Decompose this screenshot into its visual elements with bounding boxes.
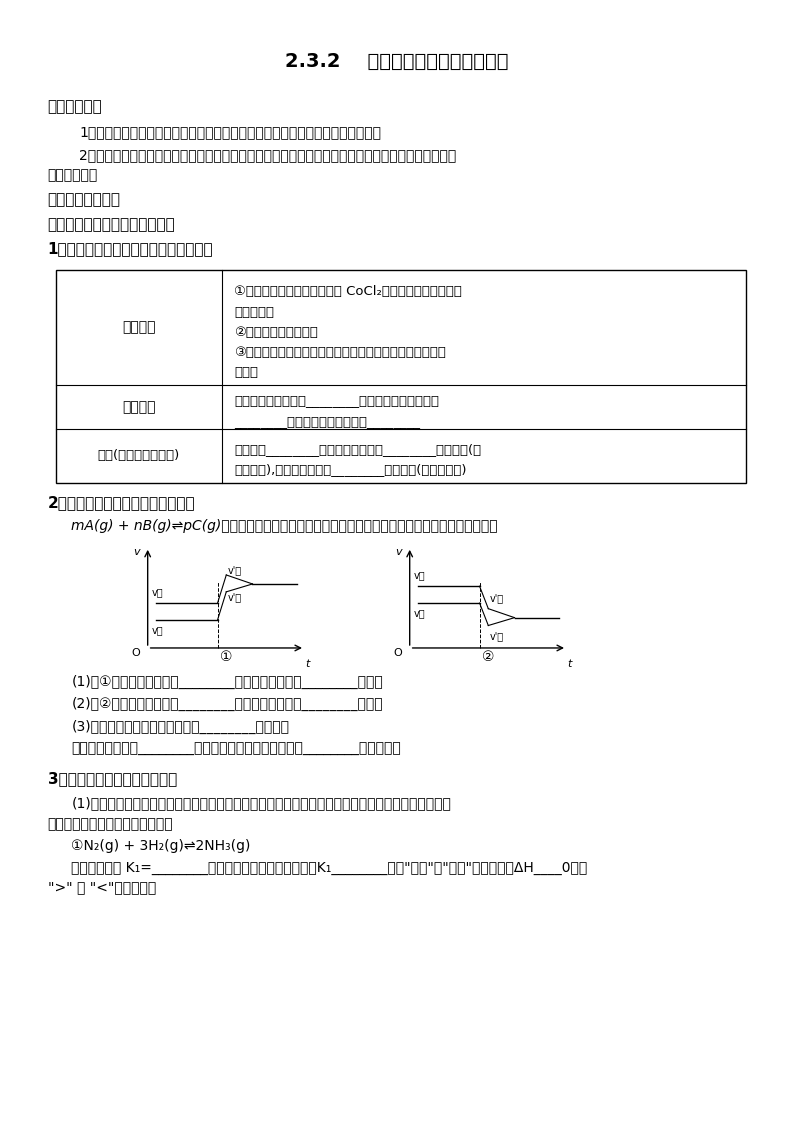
Text: ">" 或 "<"，下同）。: ">" 或 "<"，下同）。 [48, 880, 156, 894]
Text: 室温下: 室温下 [234, 366, 258, 380]
Text: ________，冰水中试管内液体呈________: ________，冰水中试管内液体呈________ [234, 414, 420, 428]
Text: 产中的应用。: 产中的应用。 [48, 168, 98, 182]
Text: mA(g) + nB(g)⇌pC(g)，当反应达平衡后，若温度改变，其反应速率的变化曲线分别如下图所示：: mA(g) + nB(g)⇌pC(g)，当反应达平衡后，若温度改变，其反应速率的… [71, 519, 498, 532]
Text: 1．通过温度对可逆反应速率的影响，理解并掌握温度影响化学平衡移动的规律。: 1．通过温度对可逆反应速率的影响，理解并掌握温度影响化学平衡移动的规律。 [79, 126, 381, 139]
Text: ①: ① [220, 650, 233, 664]
Text: (3)正反应是放热反应，逆反应是________热反应。: (3)正反应是放热反应，逆反应是________热反应。 [71, 720, 290, 733]
Text: (1)改变温度可以使化学平衡发生移动，化学平衡常数也会发生改变，通过分析以下两个反应，总结出: (1)改变温度可以使化学平衡发生移动，化学平衡常数也会发生改变，通过分析以下两个… [71, 796, 451, 810]
Text: v'逆: v'逆 [228, 592, 242, 602]
Text: 室温下试管内液体呈________；热水中试管内液体呈: 室温下试管内液体呈________；热水中试管内液体呈 [234, 394, 439, 408]
Text: ②加水至溶液呈紫色；: ②加水至溶液呈紫色； [234, 326, 318, 339]
Text: O: O [393, 648, 402, 658]
Text: 室温平衡________，温度升高平衡向________方向移动(即: 室温平衡________，温度升高平衡向________方向移动(即 [234, 442, 481, 456]
Text: v: v [395, 547, 402, 557]
Text: 【学习目标】: 【学习目标】 [48, 99, 102, 115]
Text: 温度对化学平衡常数的影响规律。: 温度对化学平衡常数的影响规律。 [48, 818, 173, 831]
Bar [56, 270, 746, 483]
Text: v'正: v'正 [228, 565, 242, 575]
Text: 结论(平衡移动的方向): 结论(平衡移动的方向) [98, 449, 180, 463]
Text: 【基础知识梳理】: 【基础知识梳理】 [48, 192, 121, 208]
Text: (1)图①表示的温度变化是________，平衡移动方向是________方向。: (1)图①表示的温度变化是________，平衡移动方向是________方向。 [71, 675, 384, 688]
Text: 2.3.2    温度变化对化学平衡的影响: 2.3.2 温度变化对化学平衡的影响 [285, 53, 509, 71]
Text: 化学平衡常数 K₁=________，升温化学平衡向逆向移动，K₁________（填"增大"或"减小"，下同），ΔH____0（填: 化学平衡常数 K₁=________，升温化学平衡向逆向移动，K₁_______… [71, 861, 588, 875]
Text: O: O [131, 648, 140, 658]
Text: ①N₂(g) + 3H₂(g)⇌2NH₃(g): ①N₂(g) + 3H₂(g)⇌2NH₃(g) [71, 839, 251, 852]
Text: ①取一支试管向其中加入少量 CoCl₂晶体，加入浓盐酸使其: ①取一支试管向其中加入少量 CoCl₂晶体，加入浓盐酸使其 [234, 285, 462, 299]
Text: t: t [305, 659, 310, 669]
Text: v逆: v逆 [414, 609, 426, 619]
Text: v逆: v逆 [152, 626, 164, 636]
Text: v'逆: v'逆 [490, 631, 504, 641]
Text: 2．温度变化对化学平衡影响的规律: 2．温度变化对化学平衡影响的规律 [48, 495, 195, 511]
Text: v正: v正 [414, 570, 426, 581]
Text: 全部溶解；: 全部溶解； [234, 305, 274, 319]
Text: v正: v正 [152, 587, 164, 597]
Text: 实验步骤: 实验步骤 [122, 320, 156, 335]
Text: (2)图②表示的温度变化是________，平衡移动方向是________方向。: (2)图②表示的温度变化是________，平衡移动方向是________方向。 [71, 697, 383, 711]
Text: 3．改变温度对平衡常数的影响: 3．改变温度对平衡常数的影响 [48, 770, 177, 786]
Text: 温度升高，平衡向________方向移动；温度降低，平衡向________方向移动。: 温度升高，平衡向________方向移动；温度降低，平衡向________方向移… [71, 742, 401, 756]
Text: v'正: v'正 [490, 593, 504, 603]
Text: 实验现象: 实验现象 [122, 400, 156, 414]
Text: v: v [133, 547, 140, 557]
Text: 一、温度变化对化学平衡的影响: 一、温度变化对化学平衡的影响 [48, 217, 175, 232]
Text: ②: ② [482, 650, 495, 664]
Text: t: t [567, 659, 572, 669]
Text: 吸热方向),降低温度平衡向________方向移动(即放热方向): 吸热方向),降低温度平衡向________方向移动(即放热方向) [234, 463, 467, 476]
Text: ③将上述溶液分别装于三支试管中，分别置于热水、冰水和: ③将上述溶液分别装于三支试管中，分别置于热水、冰水和 [234, 346, 446, 359]
Text: 1．实验探究温度变化对化学平衡的影响: 1．实验探究温度变化对化学平衡的影响 [48, 240, 214, 256]
Text: 2．了解催化剂影响化学反应速率的实质，并进一步探讨对化学平衡的影响，从而了解催化剂在化工生: 2．了解催化剂影响化学反应速率的实质，并进一步探讨对化学平衡的影响，从而了解催化… [79, 148, 457, 162]
